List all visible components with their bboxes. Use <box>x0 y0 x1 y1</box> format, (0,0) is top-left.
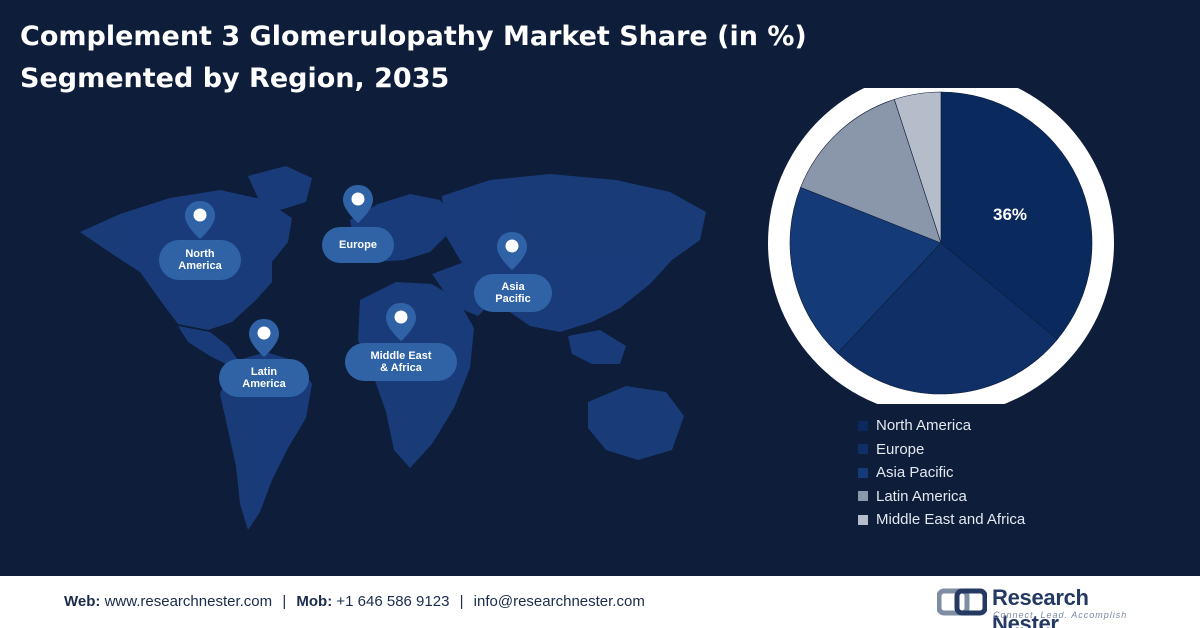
region-label-middle-east-africa: Middle East & Africa <box>345 343 457 381</box>
web-link[interactable]: www.researchnester.com <box>104 593 273 610</box>
legend-label: North America <box>876 417 972 435</box>
legend-label: Asia Pacific <box>876 464 954 482</box>
location-pin-icon <box>343 185 373 223</box>
pie-slice-north-america <box>940 91 1093 340</box>
location-pin-icon <box>185 201 215 239</box>
title-line-1: Complement 3 Glomerulopathy Market Share… <box>20 21 807 52</box>
logo-tagline: Connect. Lead. Accomplish <box>993 610 1128 620</box>
legend-item-north-america: North America <box>858 414 1025 438</box>
legend-swatch <box>858 467 868 478</box>
region-label-north-america: North America <box>159 240 241 280</box>
pie-slice-europe <box>837 242 1058 395</box>
phone-number: +1 646 586 9123 <box>336 593 450 610</box>
map-southeast-asia <box>568 330 626 364</box>
legend-item-latin-america: Latin America <box>858 485 1025 509</box>
legend-item-europe: Europe <box>858 438 1025 462</box>
research-nester-logo: Research Nester Connect. Lead. Accomplis… <box>937 585 1147 628</box>
region-label-latin-america: Latin America <box>219 359 309 397</box>
email-link[interactable]: info@researchnester.com <box>473 593 645 610</box>
contact-info: Web: www.researchnester.com | Mob: +1 64… <box>64 593 645 610</box>
legend-swatch <box>858 444 868 455</box>
location-pin-icon <box>497 232 527 270</box>
title-line-2: Segmented by Region, 2035 <box>20 63 450 94</box>
legend-swatch <box>858 420 868 431</box>
legend-swatch <box>858 491 868 502</box>
chart-legend: North America Europe Asia Pacific Latin … <box>858 414 1025 532</box>
footer: Web: www.researchnester.com | Mob: +1 64… <box>0 576 1200 628</box>
location-pin-icon <box>386 303 416 341</box>
legend-label: Europe <box>876 440 925 458</box>
legend-label: Latin America <box>876 487 967 505</box>
map-australia <box>588 386 684 460</box>
page-title: Complement 3 Glomerulopathy Market Share… <box>20 16 807 100</box>
map-central-america <box>178 326 238 366</box>
legend-label: Middle East and Africa <box>876 511 1026 529</box>
pie-chart: 36% <box>768 88 1114 404</box>
region-label-asia-pacific: Asia Pacific <box>474 274 552 312</box>
separator: | <box>459 593 464 610</box>
map-greenland <box>248 166 312 210</box>
pie-slice-asia-pacific <box>789 187 942 354</box>
web-label: Web: <box>64 593 101 610</box>
logo-icon <box>937 588 987 616</box>
mob-label: Mob: <box>296 593 333 610</box>
legend-item-asia-pacific: Asia Pacific <box>858 461 1025 485</box>
legend-item-middle-east-africa: Middle East and Africa <box>858 508 1025 532</box>
separator: | <box>282 593 287 610</box>
pie-slice-middle-east-and-africa <box>893 91 942 244</box>
region-label-europe: Europe <box>322 227 394 263</box>
location-pin-icon <box>249 319 279 357</box>
pie-data-label-north-america: 36% <box>993 205 1027 224</box>
logo-name: Research Nester <box>992 585 1089 628</box>
legend-swatch <box>858 514 868 525</box>
